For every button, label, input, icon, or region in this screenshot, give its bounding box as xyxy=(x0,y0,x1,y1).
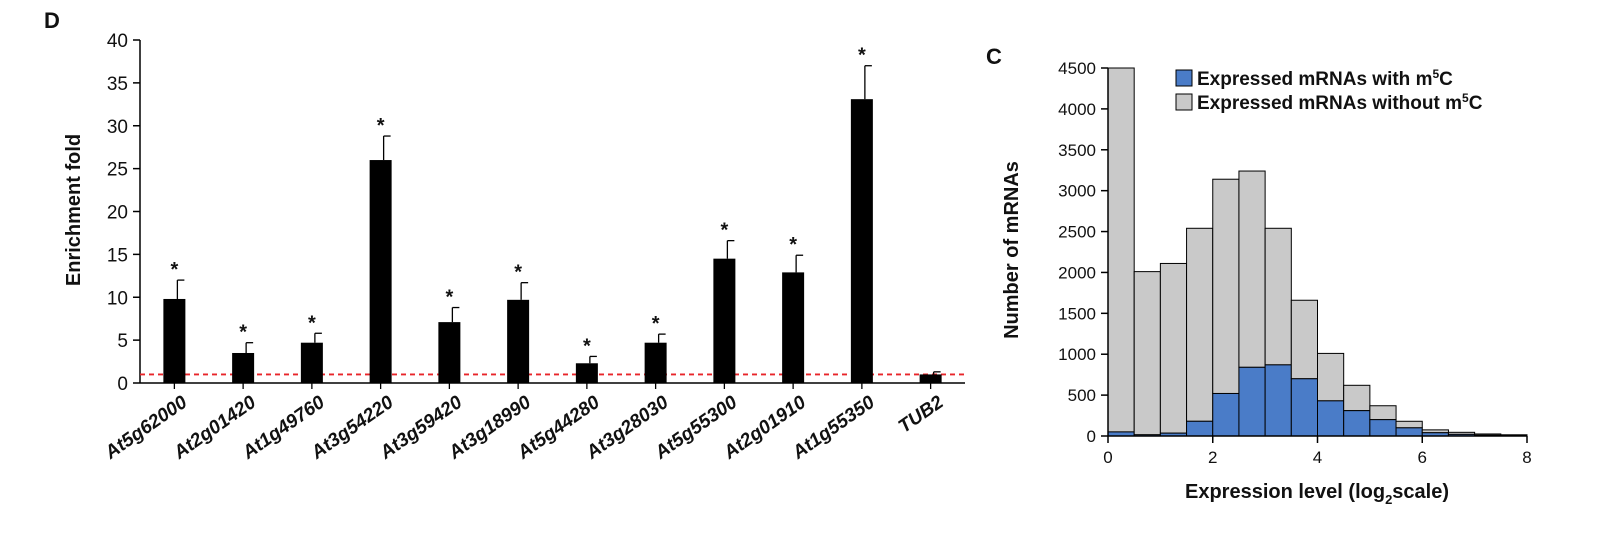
significance-marker-At5g62000: * xyxy=(170,259,178,281)
significance-marker-At3g28030: * xyxy=(652,313,660,335)
y-tick-label: 1000 xyxy=(1058,345,1096,364)
y-tick-label: 10 xyxy=(107,288,128,309)
histogram-bar-with-m5c xyxy=(1317,400,1345,437)
bar-At3g28030 xyxy=(644,342,667,383)
x-tick-label: 8 xyxy=(1522,448,1531,467)
significance-marker-At5g55300: * xyxy=(720,220,728,242)
bar-At3g18990 xyxy=(507,299,530,383)
histogram-bar-without-m5c xyxy=(1107,67,1135,433)
legend-label-without-m5c: Expressed mRNAs without m5C xyxy=(1197,91,1483,114)
y-tick-label: 4500 xyxy=(1058,59,1096,78)
histogram-bar-without-m5c xyxy=(1343,384,1371,412)
legend-label-text: Expressed mRNAs without m xyxy=(1197,93,1462,114)
axes xyxy=(139,40,965,384)
legend-label-tail: C xyxy=(1469,93,1483,114)
bar-At3g59420 xyxy=(438,322,461,383)
legend-label-with-m5c: Expressed mRNAs with m5C xyxy=(1197,67,1453,90)
panel-label-d: D xyxy=(44,8,60,33)
x-axis-label-tail: scale) xyxy=(1392,481,1449,503)
histogram-bar-without-m5c xyxy=(1317,352,1345,402)
bar-At1g55350 xyxy=(850,99,873,383)
significance-marker-At2g01910: * xyxy=(789,234,797,256)
y-tick-label: 4000 xyxy=(1058,100,1096,119)
histogram-bar-with-m5c xyxy=(1343,410,1371,437)
bar-At2g01910 xyxy=(782,272,805,383)
histogram-bar-without-m5c xyxy=(1238,170,1266,368)
y-tick-label: 30 xyxy=(107,117,128,138)
histogram-bar-with-m5c xyxy=(1290,378,1318,437)
y-tick-label: 2000 xyxy=(1058,263,1096,282)
bar-At3g54220 xyxy=(369,160,392,383)
bar-TUB2 xyxy=(919,374,942,383)
histogram-bar-with-m5c xyxy=(1395,427,1423,437)
significance-marker-At3g59420: * xyxy=(445,287,453,309)
x-tick-label: 2 xyxy=(1208,448,1217,467)
legend: Expressed mRNAs with m5C Expressed mRNAs… xyxy=(1175,67,1483,114)
legend-label-tail: C xyxy=(1439,69,1453,90)
histogram-bar-with-m5c xyxy=(1238,366,1266,437)
histogram-bar-without-m5c xyxy=(1212,178,1240,394)
histogram-bar-without-m5c xyxy=(1186,227,1214,422)
histogram-bar-without-m5c xyxy=(1369,405,1397,421)
x-tick-label: 4 xyxy=(1313,448,1322,467)
histogram-bar-with-m5c xyxy=(1369,419,1397,437)
histogram-bar-without-m5c xyxy=(1133,271,1161,436)
y-tick-label: 3500 xyxy=(1058,141,1096,160)
histogram-bar-without-m5c xyxy=(1264,227,1292,366)
legend-label-superscript: 5 xyxy=(1432,67,1439,81)
bar-At2g01420 xyxy=(232,352,255,383)
histogram-bar-without-m5c xyxy=(1290,299,1318,380)
y-tick-label: 25 xyxy=(107,160,128,181)
significance-marker-At1g49760: * xyxy=(308,312,316,334)
enrichment-bar-chart: D Enrichment fold * * * * * * * * * * * 0 5 10 15 20 25… xyxy=(44,8,965,464)
y-tick-label: 35 xyxy=(107,74,128,95)
legend-label-text: Expressed mRNAs with m xyxy=(1197,69,1432,90)
legend-swatch-with-m5c xyxy=(1175,69,1193,87)
significance-marker-At3g18990: * xyxy=(514,262,522,284)
histogram-bar-with-m5c xyxy=(1186,420,1214,437)
legend-label-superscript: 5 xyxy=(1462,91,1469,105)
x-axis-label-subscript: 2 xyxy=(1385,492,1392,507)
significance-marker-At5g44280: * xyxy=(583,335,591,357)
category-label-TUB2: TUB2 xyxy=(895,392,948,438)
significance-marker-At1g55350: * xyxy=(858,45,866,67)
y-tick-label: 0 xyxy=(1087,427,1096,446)
y-tick-label: 40 xyxy=(107,31,128,52)
histogram-bar-without-m5c xyxy=(1159,262,1188,434)
y-tick-label: 20 xyxy=(107,203,128,224)
x-axis-label: Expression level (log2scale) xyxy=(1185,481,1449,507)
histogram-bar-with-m5c xyxy=(1212,392,1240,437)
significance-marker-At2g01420: * xyxy=(239,322,247,344)
histogram-bar-with-m5c xyxy=(1264,364,1292,437)
bar-At1g49760 xyxy=(300,342,323,383)
x-tick-label: 6 xyxy=(1418,448,1427,467)
bar-At5g62000 xyxy=(163,298,186,383)
legend-swatch-without-m5c xyxy=(1175,93,1193,111)
bar-At5g44280 xyxy=(575,363,598,383)
expression-histogram: C Number of mRNAs Expression level (log2… xyxy=(986,44,1532,507)
x-tick-label: 0 xyxy=(1103,448,1112,467)
significance-marker-At3g54220: * xyxy=(377,115,385,137)
y-tick-label: 1500 xyxy=(1058,304,1096,323)
panel-label-c: C xyxy=(986,44,1002,69)
y-tick-label: 500 xyxy=(1068,386,1096,405)
bar-At5g55300 xyxy=(713,258,736,383)
histogram-bar-without-m5c xyxy=(1395,420,1423,429)
y-axis-label: Enrichment fold xyxy=(63,134,85,286)
y-tick-label: 5 xyxy=(117,331,128,352)
x-axis-label-main: Expression level (log xyxy=(1185,481,1385,503)
y-tick-label: 15 xyxy=(107,245,128,266)
y-tick-label: 0 xyxy=(117,374,128,395)
y-tick-label: 2500 xyxy=(1058,223,1096,242)
y-tick-label: 3000 xyxy=(1058,182,1096,201)
y-axis-label: Number of mRNAs xyxy=(1001,161,1023,339)
